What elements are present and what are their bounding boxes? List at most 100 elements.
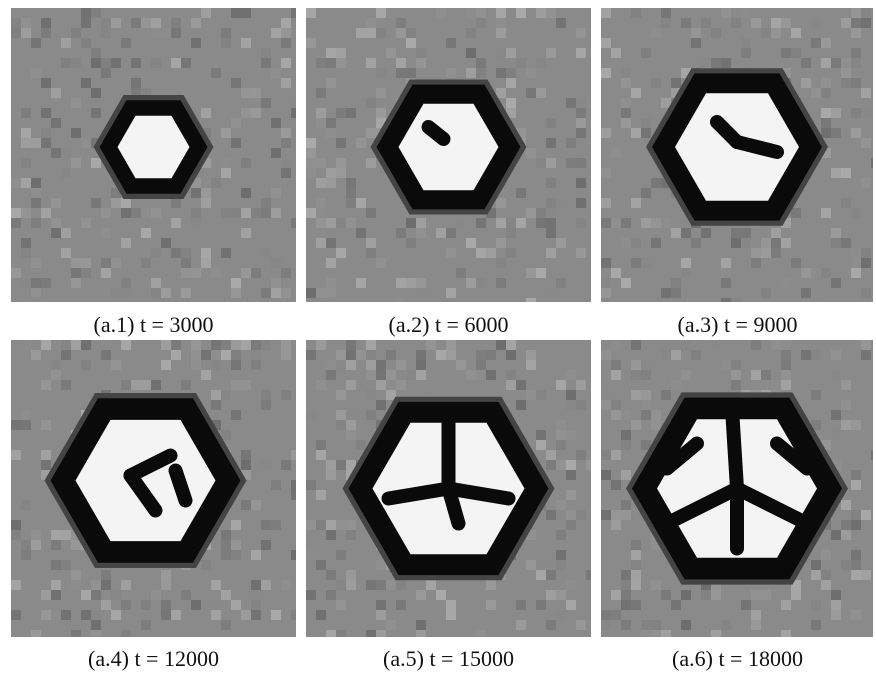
hex-core [117,115,190,179]
noise [851,610,861,620]
noise [801,198,811,208]
noise [161,610,171,620]
noise [191,350,201,360]
noise [221,530,231,540]
noise [701,590,711,600]
domain-wall [441,481,466,531]
noise [576,248,586,258]
noise [546,208,556,218]
noise [546,228,556,238]
noise [366,18,376,28]
noise [781,340,791,350]
noise [376,400,386,410]
noise [366,580,376,590]
noise [91,88,101,98]
noise [556,530,566,540]
noise [416,58,426,68]
noise [711,28,721,38]
noise [476,8,486,18]
noise [171,198,181,208]
noise [71,258,81,268]
noise [281,268,291,278]
noise [326,370,336,380]
noise [456,218,466,228]
noise [61,610,71,620]
noise [466,8,476,18]
noise [841,18,851,28]
noise [671,88,681,98]
caption: (a.4) t = 12000 [88,646,219,671]
noise [546,158,556,168]
noise [621,600,631,610]
noise [496,18,506,28]
domain-wall [441,481,516,506]
noise [151,248,161,258]
noise [191,208,201,218]
noise [396,58,406,68]
noise [601,38,611,48]
noise [601,350,611,360]
noise [121,198,131,208]
noise [31,188,41,198]
noise [761,370,771,380]
noise [841,58,851,68]
noise [556,198,566,208]
noise [366,410,376,420]
noise [336,158,346,168]
noise [526,350,536,360]
noise [641,218,651,228]
noise [31,530,41,540]
noise [231,78,241,88]
noise [526,530,536,540]
noise [621,590,631,600]
noise [231,600,241,610]
noise [316,440,326,450]
noise [861,288,871,298]
noise [556,278,566,288]
noise [641,360,651,370]
noise [476,218,486,228]
noise [426,580,436,590]
noise [281,78,291,88]
noise [386,48,396,58]
noise [711,340,721,350]
noise [31,218,41,228]
noise [566,98,576,108]
noise [831,610,841,620]
noise [271,288,281,298]
noise [221,208,231,218]
noise [546,248,556,258]
noise [41,108,51,118]
noise [556,238,566,248]
noise [661,288,671,298]
noise [566,340,576,350]
noise [396,28,406,38]
noise [721,8,731,18]
noise [841,198,851,208]
noise [316,208,326,218]
noise [396,298,406,302]
noise [506,108,516,118]
noise [506,340,516,350]
noise [526,148,536,158]
noise [821,580,831,590]
noise [211,610,221,620]
noise [496,88,506,98]
noise [336,460,346,470]
noise [41,278,51,288]
noise [41,420,51,430]
noise [566,490,576,500]
noise [811,88,821,98]
noise [536,440,546,450]
noise [346,340,356,350]
noise [671,350,681,360]
noise [376,560,386,570]
noise [51,228,61,238]
noise [41,340,51,350]
noise [281,350,291,360]
noise [336,360,346,370]
noise [831,278,841,288]
noise [631,198,641,208]
noise [51,580,61,590]
noise [681,68,691,78]
